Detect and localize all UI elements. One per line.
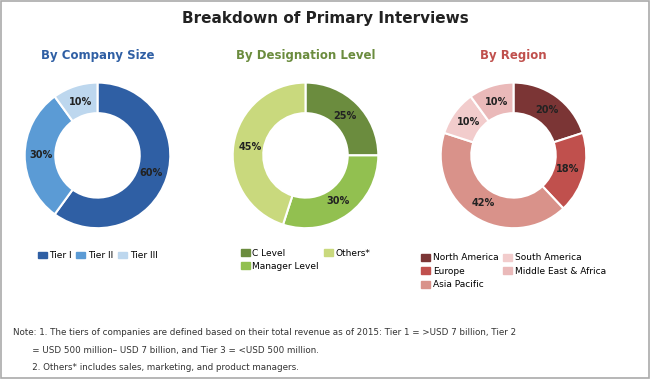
Wedge shape xyxy=(233,83,306,225)
Wedge shape xyxy=(55,83,170,228)
Wedge shape xyxy=(441,133,564,228)
Text: Breakdown of Primary Interviews: Breakdown of Primary Interviews xyxy=(181,11,469,27)
Wedge shape xyxy=(514,83,583,143)
Legend: C Level, Manager Level, Others*: C Level, Manager Level, Others* xyxy=(237,245,374,275)
Title: By Company Size: By Company Size xyxy=(41,49,154,62)
Text: 42%: 42% xyxy=(472,198,495,208)
Text: Note: 1. The tiers of companies are defined based on their total revenue as of 2: Note: 1. The tiers of companies are defi… xyxy=(13,328,516,337)
Text: 10%: 10% xyxy=(68,97,92,107)
Title: By Designation Level: By Designation Level xyxy=(236,49,375,62)
Wedge shape xyxy=(55,83,98,121)
Wedge shape xyxy=(283,155,378,228)
Text: 25%: 25% xyxy=(333,111,357,121)
Title: By Region: By Region xyxy=(480,49,547,62)
Wedge shape xyxy=(444,97,489,143)
Wedge shape xyxy=(542,133,586,208)
Text: 30%: 30% xyxy=(327,196,350,206)
Text: 30%: 30% xyxy=(30,150,53,160)
Text: 10%: 10% xyxy=(456,117,480,127)
Legend: North America, Europe, Asia Pacific, South America, Middle East & Africa: North America, Europe, Asia Pacific, Sou… xyxy=(417,250,610,293)
Text: 45%: 45% xyxy=(239,142,262,152)
Wedge shape xyxy=(25,97,73,214)
Legend: Tier I, Tier II, Tier III: Tier I, Tier II, Tier III xyxy=(34,247,161,264)
Text: 20%: 20% xyxy=(535,105,558,115)
Text: = USD 500 million– USD 7 billion, and Tier 3 = <USD 500 million.: = USD 500 million– USD 7 billion, and Ti… xyxy=(13,346,319,355)
Text: 60%: 60% xyxy=(139,168,162,178)
Text: 10%: 10% xyxy=(484,97,508,107)
Wedge shape xyxy=(306,83,378,155)
Text: 2. Others* includes sales, marketing, and product managers.: 2. Others* includes sales, marketing, an… xyxy=(13,363,299,372)
Wedge shape xyxy=(471,83,514,121)
Text: 18%: 18% xyxy=(556,164,580,174)
